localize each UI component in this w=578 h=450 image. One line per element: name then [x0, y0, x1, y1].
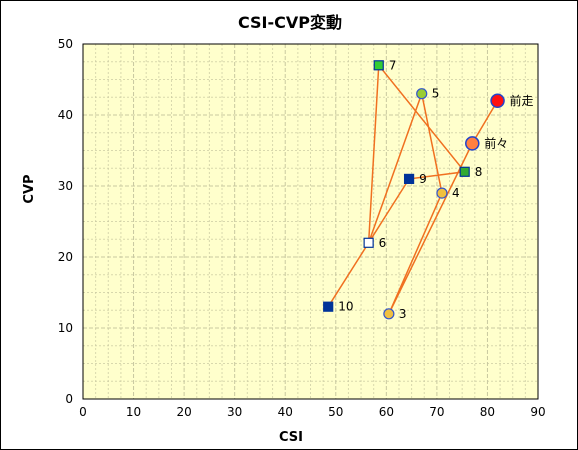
y-tick-label: 40 [58, 108, 73, 122]
y-tick-label: 0 [65, 392, 73, 406]
point-label: 9 [419, 172, 427, 186]
y-tick-label: 10 [58, 321, 73, 335]
point-label: 6 [379, 236, 387, 250]
marker-circle-前々 [465, 136, 480, 151]
x-tick-label: 0 [79, 405, 87, 419]
data-markers [323, 60, 505, 320]
x-tick-label: 60 [379, 405, 394, 419]
tick-labels: 0 10 20 30 40 50 60 70 80 90 0 10 20 30 40 50 [58, 37, 546, 419]
x-tick-label: 10 [126, 405, 141, 419]
marker-circle-5 [416, 88, 428, 100]
marker-circle-前走 [490, 93, 505, 109]
x-tick-label: 90 [530, 405, 545, 419]
series-lines [327, 63, 499, 315]
y-axis-title: CVP [22, 174, 37, 203]
marker-circle-4 [436, 187, 448, 199]
x-tick-label: 70 [429, 405, 444, 419]
point-label: 3 [399, 307, 407, 321]
point-label: 5 [432, 87, 440, 101]
point-label: 前走 [510, 93, 534, 108]
marker-square-10 [323, 301, 334, 312]
marker-square-6 [363, 237, 374, 248]
y-tick-label: 50 [58, 37, 73, 51]
y-tick-label: 20 [58, 250, 73, 264]
gridlines [82, 43, 539, 400]
point-label: 10 [338, 300, 353, 314]
x-tick-label: 20 [176, 405, 191, 419]
marker-square-7 [373, 60, 384, 71]
x-tick-label: 30 [227, 405, 242, 419]
series-line [327, 63, 499, 315]
plot-border [82, 43, 539, 400]
x-axis-title: CSI [279, 430, 303, 445]
marker-circle-3 [383, 308, 395, 320]
marker-square-9 [403, 173, 415, 184]
chart-title: CSI-CVP変動 [238, 13, 342, 32]
y-tick-label: 30 [58, 179, 73, 193]
point-label: 前々 [484, 135, 508, 150]
point-label: 8 [475, 165, 483, 179]
marker-square-8 [459, 166, 470, 177]
x-tick-label: 40 [278, 405, 293, 419]
point-label: 4 [452, 186, 460, 200]
point-label: 7 [389, 58, 397, 72]
x-tick-label: 50 [328, 405, 343, 419]
x-tick-label: 80 [480, 405, 495, 419]
